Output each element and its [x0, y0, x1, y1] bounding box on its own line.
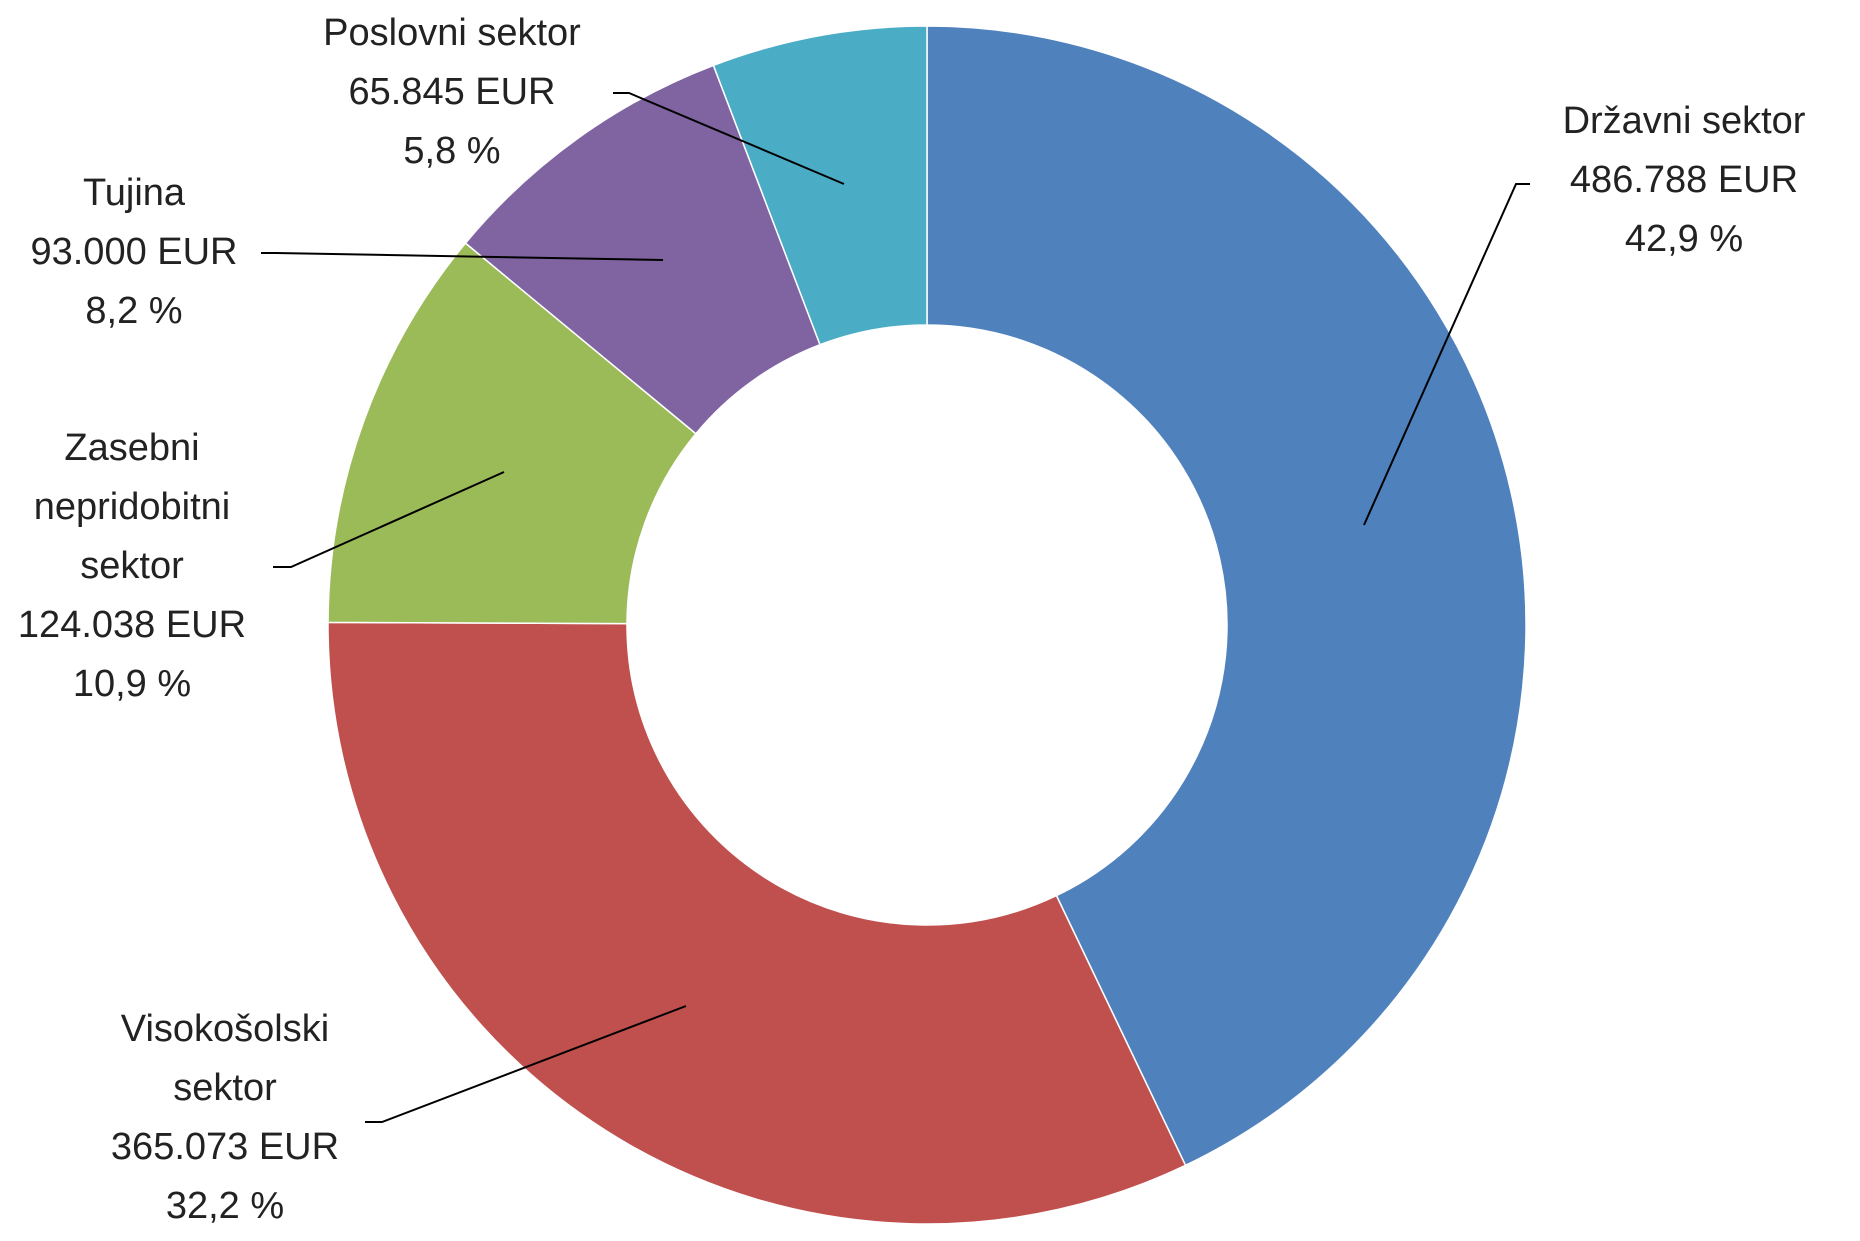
percent-label: 8,2 %: [85, 290, 183, 332]
leader-line: [273, 471, 505, 568]
data-label: Zasebni nepridobitni sektor 124.038 EUR 10…: [1, 419, 263, 714]
leader-line: [1363, 183, 1530, 526]
value-label: 65.845 EUR: [348, 71, 556, 113]
value-label: 486.788 EUR: [1569, 159, 1799, 201]
value-label: 93.000 EUR: [30, 231, 238, 273]
value-label: 365.073 EUR: [110, 1126, 340, 1168]
category-label: Državni sektor: [1562, 100, 1806, 142]
leader-line: [261, 252, 664, 261]
category-label: Poslovni sektor: [323, 12, 581, 54]
leader-line: [365, 1005, 687, 1123]
data-label: Visokošolski sektor 365.073 EUR 32,2 %: [75, 1000, 375, 1236]
donut-slice: [712, 25, 928, 346]
percent-label: 42,9 %: [1624, 218, 1744, 260]
value-label: 124.038 EUR: [17, 604, 247, 646]
donut-slice: [926, 25, 1527, 1167]
category-label: Tujina: [82, 172, 186, 214]
percent-label: 5,8 %: [403, 130, 501, 172]
donut-slice: [327, 621, 1187, 1225]
data-label: Poslovni sektor 65.845 EUR 5,8 %: [262, 4, 642, 181]
leader-line: [613, 92, 845, 185]
category-label: Visokošolski sektor: [120, 1008, 330, 1109]
category-label: Zasebni nepridobitni sektor: [33, 427, 231, 587]
data-label: Tujina 93.000 EUR 8,2 %: [4, 164, 264, 341]
donut-slice: [327, 242, 697, 625]
percent-label: 32,2 %: [165, 1185, 285, 1227]
donut-slice: [464, 64, 821, 435]
percent-label: 10,9 %: [72, 663, 192, 705]
data-label: Državni sektor 486.788 EUR 42,9 %: [1494, 92, 1860, 269]
